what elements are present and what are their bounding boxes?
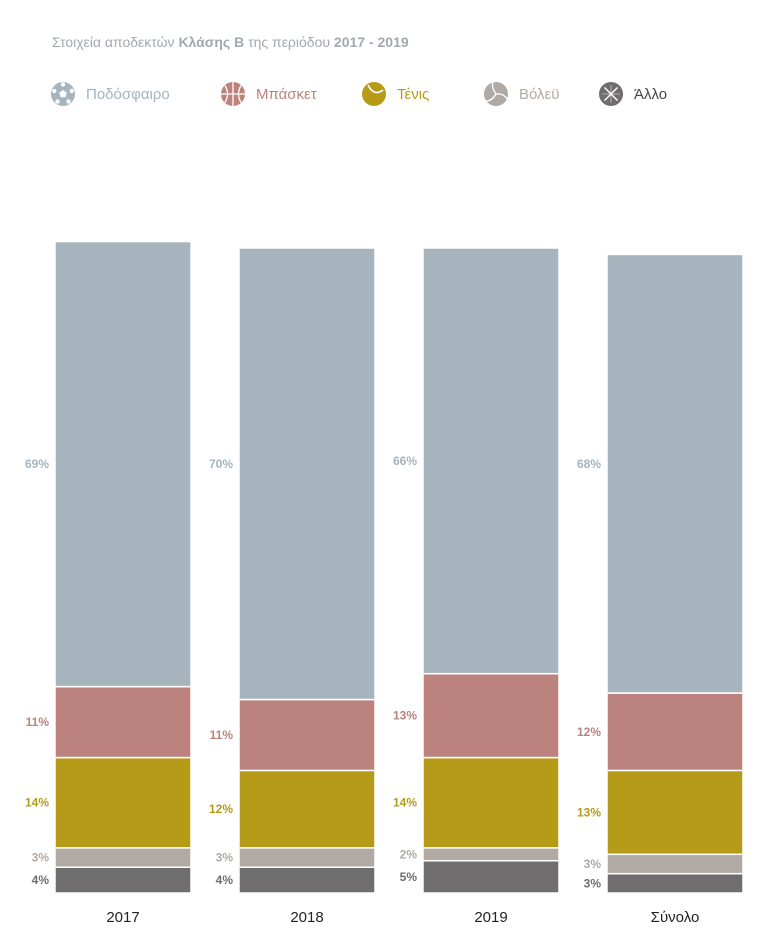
data-label: 3% (584, 876, 602, 890)
volleyball-icon (484, 82, 508, 106)
title-class-label: Κλάσης Β (178, 34, 245, 50)
legend-item-basketball: Μπάσκετ (220, 80, 317, 108)
basketball-icon (221, 82, 245, 106)
legend-label: Άλλο (634, 85, 668, 103)
x-tick-label: 2018 (290, 909, 323, 926)
bar-segment (238, 769, 376, 849)
legend-label: Μπάσκετ (256, 85, 317, 103)
bar-segment (54, 866, 192, 894)
bar-segment (422, 672, 560, 759)
bar-segment (54, 847, 192, 868)
bar-segment (606, 692, 744, 772)
bar-segment (54, 756, 192, 849)
legend-label: Βόλεϋ (519, 85, 560, 103)
bar-segment (54, 240, 192, 688)
legend-item-other: Άλλο (598, 80, 667, 108)
bar-segment (238, 847, 376, 868)
data-label: 70% (209, 457, 233, 471)
data-label: 11% (210, 728, 234, 742)
bar-segment (54, 685, 192, 759)
data-label: 3% (32, 851, 50, 865)
legend: Ποδόσφαιρο Μπάσκετ Τένις Βόλεϋ (50, 80, 750, 108)
bar-segment (606, 253, 744, 694)
data-label: 13% (393, 709, 417, 723)
data-label: 12% (209, 802, 233, 816)
data-label: 4% (216, 873, 234, 887)
bar-segment (606, 872, 744, 894)
chart-title: Στοιχεία αποδεκτών Κλάσης Β της περιόδου… (52, 34, 409, 50)
legend-item-tennis: Τένις (361, 80, 429, 108)
data-label: 69% (25, 457, 49, 471)
football-icon (51, 82, 75, 106)
legend-label: Ποδόσφαιρο (86, 85, 170, 103)
bar-segment (422, 860, 560, 894)
data-label: 11% (26, 715, 50, 729)
title-years: 2017 - 2019 (333, 34, 409, 50)
data-label: 13% (577, 805, 601, 819)
tennis-ball-icon (362, 82, 386, 106)
title-text: Στοιχεία αποδεκτών (52, 34, 179, 50)
data-label: 3% (216, 851, 234, 865)
data-label: 12% (577, 725, 601, 739)
data-label: 5% (400, 870, 418, 884)
legend-item-football: Ποδόσφαιρο (50, 80, 170, 108)
bar-segment (606, 769, 744, 856)
x-tick-label: 2017 (106, 909, 139, 926)
bar-segment (238, 866, 376, 894)
bar-segment (238, 698, 376, 772)
legend-item-volleyball: Βόλεϋ (483, 80, 559, 108)
other-sport-icon (599, 82, 623, 106)
bar-segment (606, 853, 744, 875)
data-label: 4% (32, 873, 50, 887)
bar-segment (422, 847, 560, 862)
bar-segment (422, 247, 560, 675)
x-tick-label: Σύνολο (651, 909, 700, 926)
data-label: 14% (393, 796, 417, 810)
data-label: 66% (393, 454, 417, 468)
bar-segment (238, 247, 376, 701)
data-label: 14% (25, 796, 49, 810)
data-label: 3% (584, 857, 602, 871)
data-label: 68% (577, 457, 601, 471)
bar-segment (422, 756, 560, 849)
legend-label: Τένις (397, 85, 430, 103)
data-label: 2% (400, 847, 418, 861)
x-tick-label: 2019 (474, 909, 507, 926)
title-text-period: της περιόδου (244, 34, 334, 50)
